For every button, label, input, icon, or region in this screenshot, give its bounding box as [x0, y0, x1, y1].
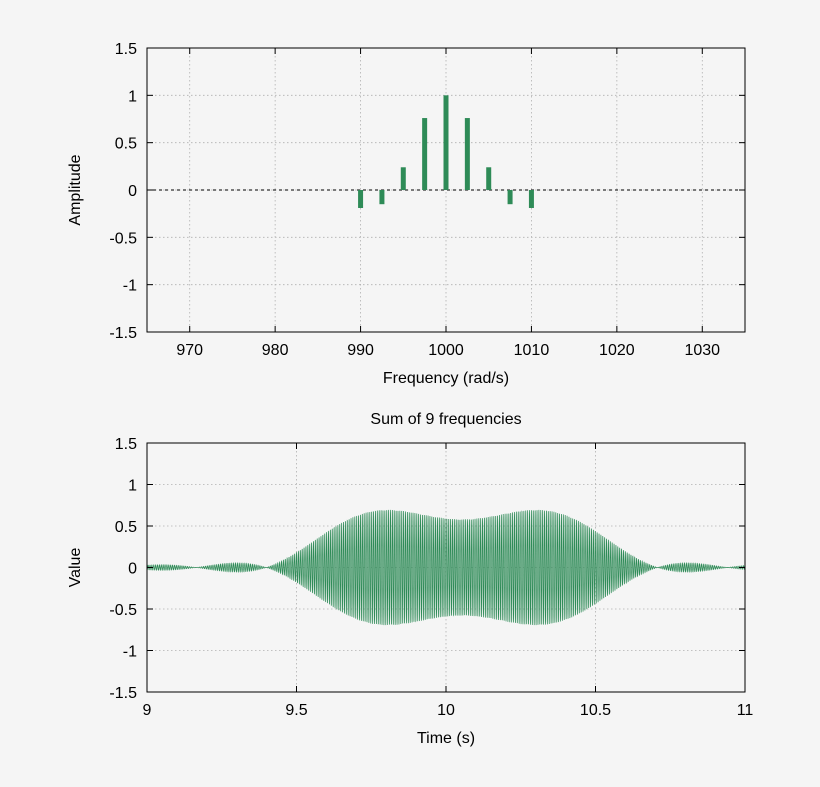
x-tick-label: 1000 [428, 342, 464, 359]
y-tick-label: 0.5 [115, 519, 137, 536]
y-tick-label: 1 [128, 88, 137, 105]
x-tick-label: 990 [347, 342, 374, 359]
y-tick-label: -0.5 [109, 230, 137, 247]
y-axis-label: Value [67, 548, 84, 588]
y-tick-label: 1.5 [115, 436, 137, 453]
ticks: 9 9.5 10 10.5 11 -1.5 -1 -0.5 0 0.5 1 1.5 [109, 436, 753, 719]
bar [400, 167, 406, 190]
y-tick-label: 0 [128, 561, 137, 578]
x-tick-label: 11 [737, 702, 754, 719]
bar [486, 167, 492, 190]
signal-line [146, 509, 746, 626]
y-tick-label: -1.5 [109, 685, 137, 702]
y-tick-label: -1 [123, 644, 137, 661]
y-tick-label: -1 [123, 278, 137, 295]
y-tick-label: 1.5 [115, 41, 137, 58]
grid [147, 48, 745, 332]
bar [358, 190, 364, 208]
y-tick-label: 0 [128, 183, 137, 200]
x-tick-label: 10.5 [580, 702, 611, 719]
bars [358, 95, 534, 208]
y-tick-label: -0.5 [109, 602, 137, 619]
bar [507, 190, 513, 205]
x-tick-label: 9 [143, 702, 152, 719]
y-tick-label: 0.5 [115, 136, 137, 153]
ticks: 970 980 990 1000 1010 1020 1030 -1.5 -1 -0.5 0 0.5 1… [109, 41, 745, 359]
bar [422, 118, 428, 190]
x-tick-label: 1010 [514, 342, 550, 359]
y-tick-label: -1.5 [109, 325, 137, 342]
x-tick-label: 970 [176, 342, 203, 359]
frequency-spectrum-chart: 970 980 990 1000 1010 1020 1030 -1.5 -1 -0.5 0 0.5 1… [67, 41, 746, 387]
x-axis-label: Time (s) [417, 730, 475, 747]
x-tick-label: 980 [262, 342, 289, 359]
bar [443, 95, 449, 190]
bar [379, 190, 385, 205]
y-tick-label: 1 [128, 478, 137, 495]
x-tick-label: 10 [437, 702, 455, 719]
x-tick-label: 1020 [599, 342, 635, 359]
x-axis-label: Frequency (rad/s) [383, 370, 509, 387]
x-tick-label: 9.5 [285, 702, 307, 719]
time-signal-chart: Sum of 9 frequencies 9 9.5 10 10.5 11-1.5-1-… [67, 411, 753, 747]
bar [464, 118, 470, 190]
bar [528, 190, 534, 208]
x-tick-label: 1030 [684, 342, 720, 359]
chart-title: Sum of 9 frequencies [370, 411, 521, 428]
y-axis-label: Amplitude [67, 154, 84, 225]
